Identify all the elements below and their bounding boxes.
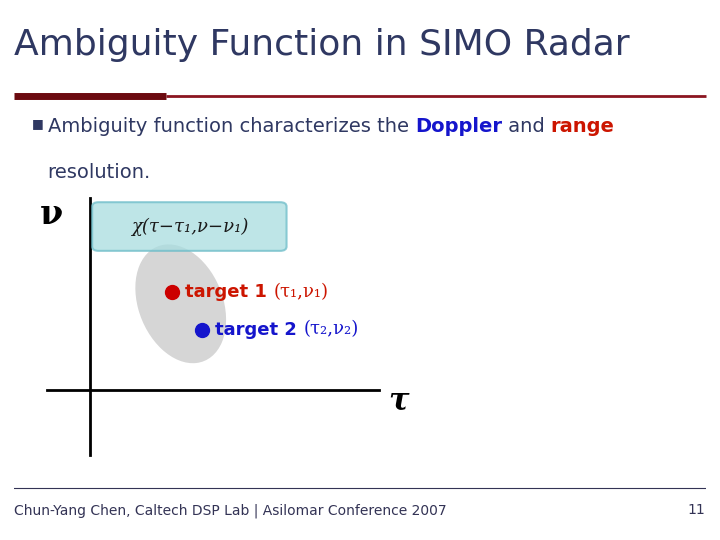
Text: Ambiguity Function in SIMO Radar: Ambiguity Function in SIMO Radar [14,28,630,62]
Text: Chun-Yang Chen, Caltech DSP Lab | Asilomar Conference 2007: Chun-Yang Chen, Caltech DSP Lab | Asilom… [14,503,447,517]
Text: Ambiguity function characterizes the: Ambiguity function characterizes the [48,117,415,136]
FancyBboxPatch shape [92,202,287,251]
Text: ν: ν [40,198,63,231]
Text: (τ₂,ν₂): (τ₂,ν₂) [303,321,359,339]
Text: Doppler: Doppler [415,117,502,136]
Text: and: and [502,117,551,136]
Text: 11: 11 [688,503,706,517]
Text: target 1: target 1 [185,284,273,301]
Text: τ: τ [388,386,408,417]
Text: target 2: target 2 [215,321,303,339]
Text: χ(τ−τ₁,ν−ν₁): χ(τ−τ₁,ν−ν₁) [130,218,248,235]
Text: (τ₁,ν₁): (τ₁,ν₁) [273,284,328,301]
Text: ■: ■ [32,117,43,130]
Text: resolution.: resolution. [48,163,150,183]
Ellipse shape [135,245,226,363]
Text: range: range [551,117,615,136]
